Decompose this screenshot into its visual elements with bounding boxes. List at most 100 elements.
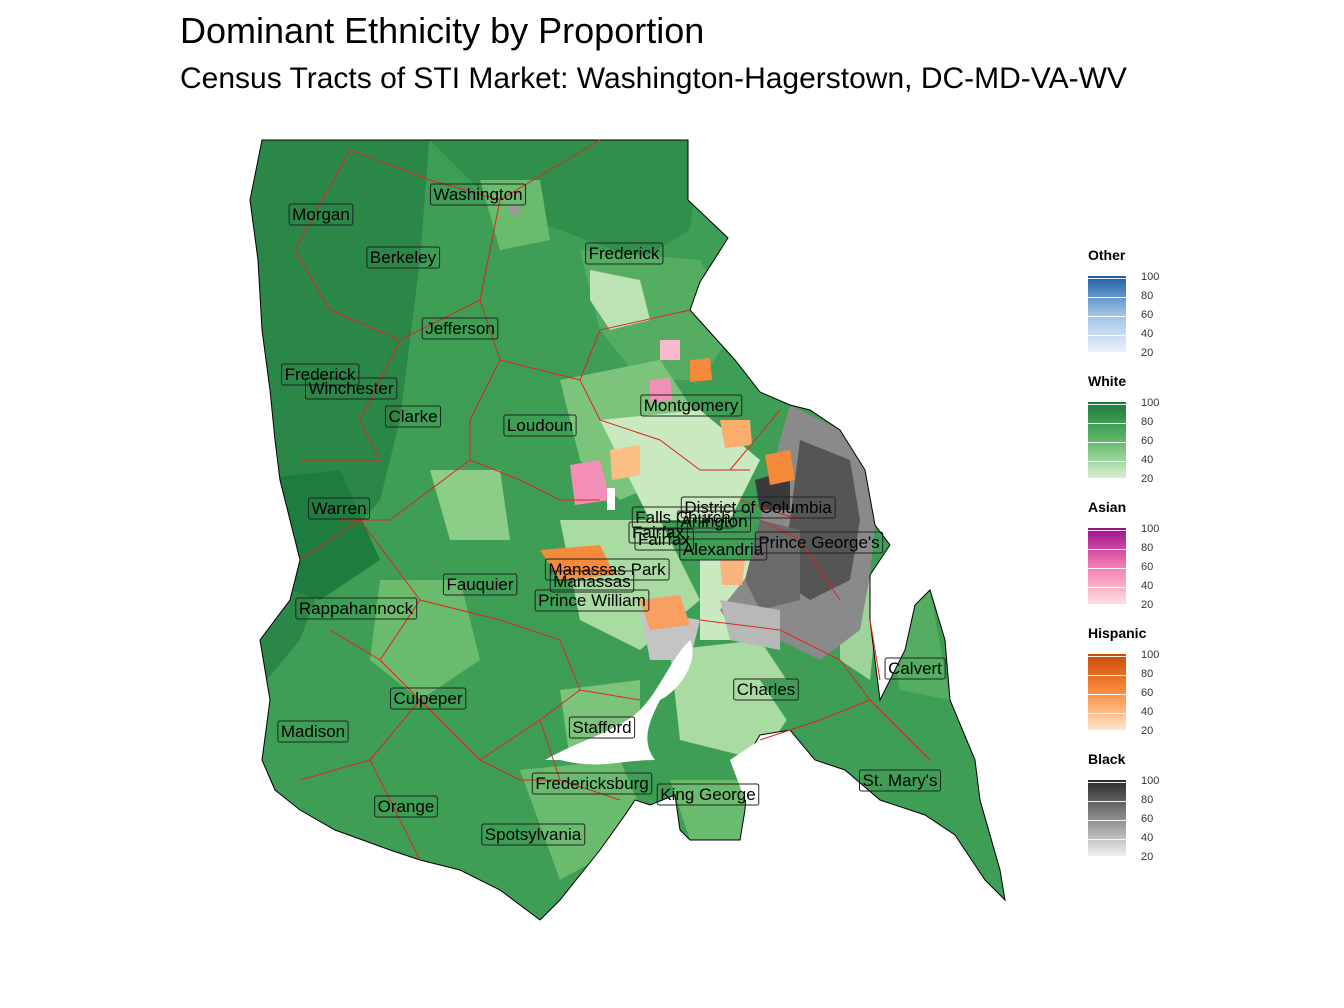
county-label-box [544, 558, 670, 581]
legend: Other 100 80 60 40 20 White 100 80 60 40 20 Asian 100… [1088, 246, 1208, 876]
legend-tick [1088, 587, 1126, 588]
county-label-text: Rappahannock [299, 599, 414, 618]
county-label-box [442, 573, 518, 596]
legend-tick-label: 60 [1141, 561, 1154, 573]
county-label: Loudoun [503, 414, 577, 437]
county-label-text: Manassas [553, 572, 630, 591]
legend-tick-label: 100 [1141, 523, 1160, 535]
legend-tick-label: 80 [1141, 416, 1154, 428]
county-label: Clarke [384, 405, 442, 428]
legend-tick-label: 60 [1141, 435, 1154, 447]
map-subtitle: Census Tracts of STI Market: Washington-… [180, 62, 1127, 95]
legend-tick-label: 40 [1141, 706, 1154, 718]
county-label: Manassas Park [544, 558, 670, 581]
legend-asian: Asian 100 80 60 40 20 [1088, 498, 1208, 624]
county-label: Frederick [281, 363, 360, 386]
legend-tick-label: 40 [1141, 454, 1154, 466]
county-label-box [421, 317, 499, 340]
legend-tick [1088, 713, 1126, 714]
legend-colorbar [1088, 528, 1126, 604]
county-label-box [295, 597, 418, 620]
county-label-text: Frederick [285, 365, 356, 384]
legend-colorbar [1088, 780, 1126, 856]
county-label: Warren [307, 497, 371, 520]
legend-colorbar [1088, 276, 1126, 352]
county-label-box [277, 720, 349, 743]
county-label: Manassas [549, 570, 635, 593]
county-label: Orange [374, 795, 438, 818]
legend-tick [1088, 694, 1126, 695]
legend-white: White 100 80 60 40 20 [1088, 372, 1208, 498]
county-label-text: Montgomery [644, 396, 739, 415]
county-label: Calvert [884, 657, 946, 680]
legend-tick [1088, 316, 1126, 317]
legend-tick-label: 20 [1141, 725, 1154, 737]
county-label: Fauquier [442, 573, 518, 596]
county-label-box [754, 531, 884, 554]
legend-tick-label: 60 [1141, 687, 1154, 699]
county-label-text: Fairfax [632, 523, 684, 542]
legend-tick [1088, 297, 1126, 298]
county-label: Spotsylvania [481, 823, 586, 846]
county-label-text: Warren [311, 499, 366, 518]
legend-tick-label: 40 [1141, 328, 1154, 340]
county-label-text: Prince George's [758, 533, 879, 552]
legend-tick [1088, 568, 1126, 569]
legend-tick-label: 100 [1141, 271, 1160, 283]
county-label-text: Frederick [589, 244, 660, 263]
legend-tick-label: 40 [1141, 580, 1154, 592]
legend-tick [1088, 656, 1126, 657]
legend-tick [1088, 801, 1126, 802]
county-label-box [884, 657, 946, 680]
county-label-box [307, 497, 371, 520]
county-label-text: Berkeley [370, 248, 437, 267]
county-label-text: Prince William [538, 591, 646, 610]
river-water [545, 640, 693, 765]
county-label: Jefferson [421, 317, 499, 340]
county-label: St. Mary's [858, 769, 942, 792]
legend-tick-label: 100 [1141, 397, 1160, 409]
county-label-text: St. Mary's [862, 771, 937, 790]
legend-title: Other [1088, 247, 1126, 263]
county-label: Berkeley [366, 246, 441, 269]
legend-tick-label: 20 [1141, 473, 1154, 485]
legend-title: Hispanic [1088, 625, 1147, 641]
legend-tick [1088, 480, 1126, 481]
county-boundaries [294, 139, 931, 861]
county-label-text: Charles [737, 680, 796, 699]
legend-colorbar [1088, 402, 1126, 478]
county-label-text: Clarke [388, 407, 437, 426]
county-label-box [640, 394, 743, 417]
legend-tick-label: 20 [1141, 851, 1154, 863]
county-label-box [568, 716, 636, 739]
legend-tick [1088, 606, 1126, 607]
county-label-text: Culpeper [394, 689, 463, 708]
legend-colorbar [1088, 654, 1126, 730]
region-outline [249, 139, 1006, 921]
county-label: Rappahannock [295, 597, 418, 620]
county-label-box [549, 570, 635, 593]
county-label-text: Madison [281, 722, 345, 741]
legend-tick-label: 20 [1141, 347, 1154, 359]
legend-tick [1088, 442, 1126, 443]
legend-tick-label: 80 [1141, 290, 1154, 302]
legend-tick [1088, 354, 1126, 355]
county-label: Fairfax [628, 521, 688, 544]
legend-tick-label: 60 [1141, 813, 1154, 825]
legend-tick-label: 20 [1141, 599, 1154, 611]
legend-title: Black [1088, 751, 1126, 767]
county-label-box [679, 538, 768, 561]
legend-tick [1088, 278, 1126, 279]
county-label-box [858, 769, 942, 792]
map-title: Dominant Ethnicity by Proportion [180, 10, 705, 51]
county-label-text: Fauquier [446, 575, 513, 594]
county-label-text: Jefferson [425, 319, 495, 338]
county-label-box [366, 246, 441, 269]
county-label: Prince William [534, 589, 650, 612]
county-label: Charles [733, 678, 799, 701]
county-label: Stafford [568, 716, 636, 739]
legend-tick-label: 100 [1141, 775, 1160, 787]
legend-tick [1088, 530, 1126, 531]
county-label-text: Loudoun [507, 416, 573, 435]
county-label-text: District of Columbia [684, 498, 832, 517]
